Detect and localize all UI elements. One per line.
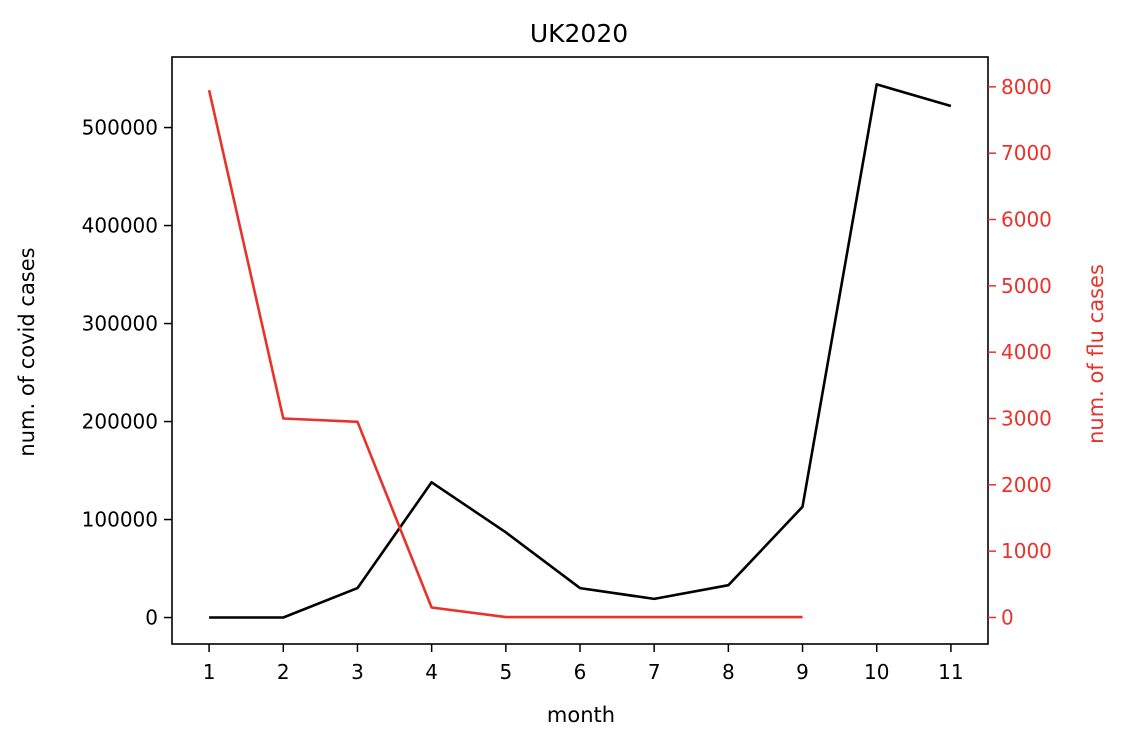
y-tick-label-0: 0 bbox=[145, 606, 158, 630]
y-tick-label-100000: 100000 bbox=[82, 508, 158, 532]
y2-tick-label-5000: 5000 bbox=[1001, 274, 1052, 298]
y-tick-label-300000: 300000 bbox=[82, 312, 158, 336]
y2-tick-label-0: 0 bbox=[1001, 605, 1014, 629]
y-tick-label-200000: 200000 bbox=[82, 410, 158, 434]
y2-tick-label-1000: 1000 bbox=[1001, 539, 1052, 563]
y2-tick-label-3000: 3000 bbox=[1001, 406, 1052, 430]
x-axis-label: month bbox=[547, 703, 615, 727]
x-tick-label-7: 7 bbox=[648, 660, 661, 684]
x-tick-label-8: 8 bbox=[722, 660, 735, 684]
y2-tick-label-8000: 8000 bbox=[1001, 75, 1052, 99]
x-tick-label-4: 4 bbox=[425, 660, 438, 684]
x-tick-label-11: 11 bbox=[938, 660, 963, 684]
y-tick-label-500000: 500000 bbox=[82, 116, 158, 140]
x-tick-label-10: 10 bbox=[864, 660, 889, 684]
y-axis-label-left: num. of covid cases bbox=[15, 247, 39, 456]
chart-title: UK2020 bbox=[530, 19, 628, 48]
y-axis-label-right: num. of flu cases bbox=[1084, 264, 1108, 444]
x-tick-label-1: 1 bbox=[203, 660, 216, 684]
y-tick-label-400000: 400000 bbox=[82, 214, 158, 238]
y2-tick-label-6000: 6000 bbox=[1001, 208, 1052, 232]
x-tick-label-6: 6 bbox=[574, 660, 587, 684]
plot-area: 1 2 3 4 5 6 7 8 9 10 11 0 100000 200000 300000 400000 50… bbox=[82, 56, 1052, 684]
flu-series-line bbox=[207, 89, 803, 619]
covid-series-line bbox=[209, 83, 952, 619]
y2-tick-label-4000: 4000 bbox=[1001, 340, 1052, 364]
x-tick-label-9: 9 bbox=[796, 660, 809, 684]
x-tick-label-5: 5 bbox=[499, 660, 512, 684]
y2-tick-label-7000: 7000 bbox=[1001, 141, 1052, 165]
y2-tick-label-2000: 2000 bbox=[1001, 473, 1052, 497]
x-tick-label-3: 3 bbox=[351, 660, 364, 684]
x-tick-label-2: 2 bbox=[277, 660, 290, 684]
